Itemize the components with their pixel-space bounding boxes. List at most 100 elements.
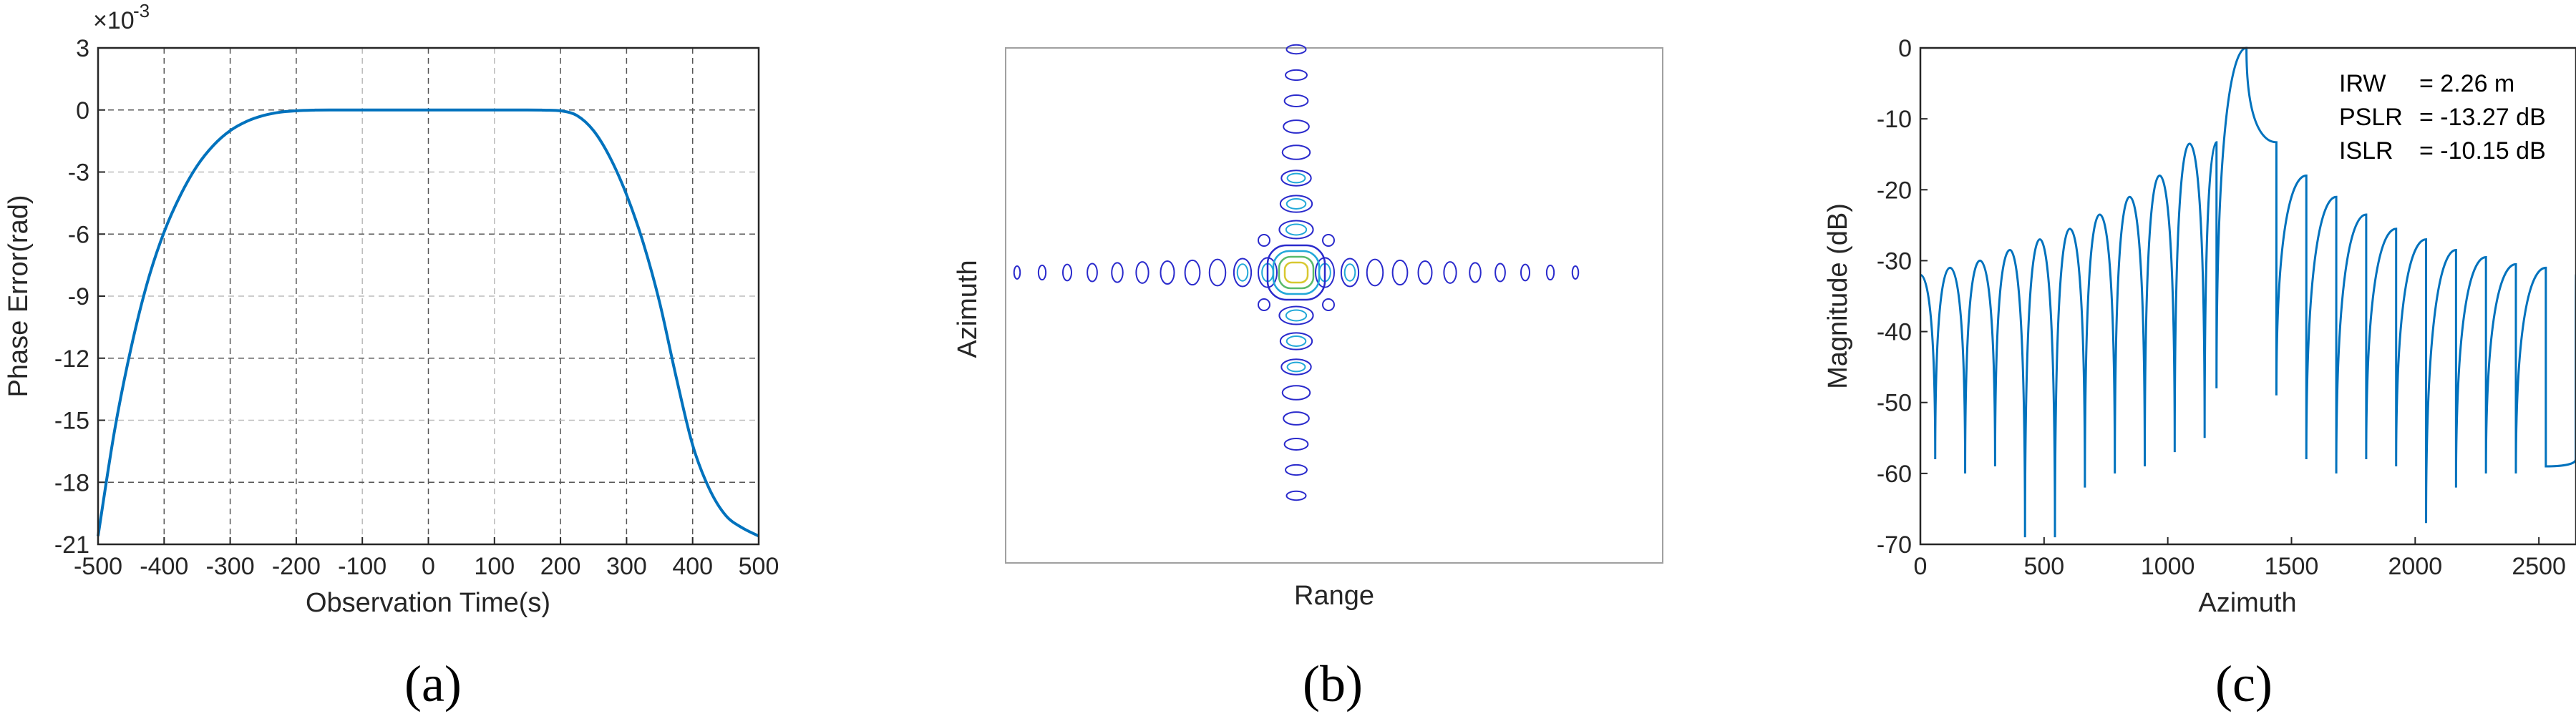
panel-b: Range Azimuth (b) [953, 44, 1663, 712]
panel-b-range-sidelobe [1366, 258, 1384, 287]
annot-pslr-label: PSLR [2339, 104, 2403, 131]
panel-b-range-sidelobe [1443, 261, 1457, 284]
panel-a-xtick-label: 400 [672, 553, 713, 580]
panel-c: 0 500 1000 1500 2000 2500 0 -10 -20 -30 -40 -50 -60 -… [1823, 35, 2576, 712]
panel-b-azimuth-sidelobe [1285, 490, 1307, 501]
panel-a-xtick-label: -400 [140, 553, 188, 580]
panel-b-azimuth-sidelobe [1283, 411, 1310, 426]
panel-b-contours [1013, 44, 1580, 501]
annot-pslr-value: = -13.27 dB [2419, 104, 2546, 131]
panel-b-range-sidelobe [1013, 265, 1021, 280]
panel-b-azimuth-sidelobe-inner [1286, 361, 1306, 373]
panel-b-azimuth-sidelobe-inner [1285, 223, 1308, 236]
panel-c-xlabel: Azimuth [2198, 588, 2296, 618]
panel-b-range-sidelobe [1062, 263, 1072, 282]
panel-b-azimuth-sidelobe [1279, 332, 1313, 350]
panel-b-range-sidelobe [1417, 260, 1433, 285]
panel-c-annotations: IRW = 2.26 m PSLR = -13.27 dB ISLR = -10… [2339, 70, 2546, 165]
panel-b-azimuth-sidelobe [1280, 358, 1312, 376]
panel-b-azimuth-sidelobe-inner [1285, 335, 1307, 347]
panel-a-xtick-label: 300 [606, 553, 647, 580]
panel-b-range-sidelobe [1087, 263, 1098, 283]
panel-a-ytick-label: -3 [68, 160, 89, 187]
panel-b-mainlobe-ring [1272, 250, 1321, 295]
panel-a-ticks: -500 -400 -300 -200 -100 0 100 200 300 400 500 3 0 -3… [54, 35, 779, 580]
panel-b-azimuth-sidelobe-inner [1286, 172, 1306, 184]
panel-b-range-sidelobe [1208, 258, 1227, 287]
panel-b-range-sidelobe-inner [1236, 263, 1249, 282]
panel-a-series-line [97, 108, 759, 538]
panel-b-range-sidelobe [1258, 257, 1278, 288]
panel-a-xtick-label: -300 [206, 553, 255, 580]
panel-a-ytick-label: -15 [54, 408, 89, 435]
panel-b-range-sidelobe [1111, 262, 1124, 283]
panel-c-xtick-label: 0 [1914, 553, 1928, 580]
panel-c-axes-box [1919, 46, 2576, 546]
panel-c-xtick-label: 2500 [2512, 553, 2566, 580]
panel-b-cross-lobe [1322, 298, 1335, 311]
panel-b-cross-lobe [1258, 298, 1270, 311]
panel-a-exponent-power: -3 [133, 0, 150, 21]
panel-a-xtick-label: 500 [739, 553, 779, 580]
panel-b-range-sidelobe [1571, 265, 1580, 280]
panel-a-ytick-label: -12 [54, 345, 89, 373]
panel-b-range-sidelobe [1520, 263, 1530, 282]
panel-b-azimuth-sidelobe [1281, 144, 1311, 160]
panel-b-azimuth-sidelobe-inner [1285, 198, 1307, 210]
panel-b-range-sidelobe [1340, 258, 1360, 288]
panel-b-azimuth-sidelobe [1281, 385, 1311, 401]
annot-irw-value: = 2.26 m [2419, 70, 2514, 97]
panel-b-azimuth-sidelobe [1285, 69, 1308, 82]
panel-b-azimuth-sidelobe [1285, 44, 1307, 55]
panel-a-xlabel: Observation Time(s) [306, 588, 550, 618]
panel-b-range-sidelobe [1494, 263, 1506, 283]
panel-a-xtick-label: 100 [474, 553, 515, 580]
panel-c-xtick-label: 500 [2023, 553, 2064, 580]
panel-a-axes-box [97, 46, 760, 546]
panel-b-azimuth-sidelobe [1278, 220, 1314, 240]
panel-b-mainlobe-ring2 [1278, 255, 1315, 290]
panel-c-ytick-label: -10 [1877, 106, 1912, 133]
panel-a-grid [98, 48, 759, 544]
panel-c-ytick-label: -40 [1877, 319, 1912, 346]
panel-b-range-sidelobe [1184, 259, 1201, 286]
panel-b-range-sidelobe [1135, 261, 1150, 284]
panel-b-azimuth-sidelobe [1285, 464, 1308, 476]
annot-irw-label: IRW [2339, 70, 2386, 97]
panel-b-azimuth-sidelobe [1283, 438, 1309, 451]
panel-c-label: (c) [2215, 655, 2273, 712]
panel-a-ytick-label: 3 [76, 35, 89, 62]
panel-b-azimuth-sidelobe-inner [1285, 309, 1308, 322]
panel-b-range-sidelobe [1160, 260, 1175, 285]
annot-islr-label: ISLR [2339, 137, 2393, 165]
panel-b-azimuth-sidelobe [1283, 119, 1310, 134]
panel-b-azimuth-sidelobe [1283, 94, 1309, 107]
panel-a-xtick-label: 200 [540, 553, 581, 580]
panel-b-azimuth-sidelobe [1280, 170, 1312, 187]
panel-c-ytick-label: 0 [1898, 35, 1912, 62]
panel-a-xtick-label: 0 [422, 553, 435, 580]
panel-a-xtick-label: -100 [338, 553, 387, 580]
panel-c-series-line [1920, 46, 2576, 538]
panel-b-range-sidelobe [1545, 264, 1555, 281]
panel-c-ytick-label: -20 [1877, 177, 1912, 204]
panel-b-azimuth-sidelobe [1278, 305, 1314, 325]
panel-b-xlabel: Range [1294, 581, 1374, 611]
panel-a-label: (a) [404, 655, 462, 712]
annot-islr-value: = -10.15 dB [2419, 137, 2546, 165]
panel-b-cross-lobe [1322, 234, 1335, 247]
panel-a-exponent-base: ×10 [93, 7, 135, 34]
panel-b-ylabel: Azimuth [953, 260, 983, 358]
panel-b-range-sidelobe [1233, 258, 1253, 288]
panel-c-xtick-label: 1500 [2265, 553, 2319, 580]
panel-b-range-sidelobe [1037, 264, 1047, 281]
panel-c-ytick-label: -30 [1877, 247, 1912, 275]
panel-b-range-sidelobe [1469, 262, 1482, 283]
panel-a-ylabel: Phase Error(rad) [4, 195, 34, 398]
panel-c-ticks: 0 500 1000 1500 2000 2500 0 -10 -20 -30 -40 -50 -60 -… [1877, 35, 2566, 580]
panel-b-azimuth-sidelobe [1279, 195, 1313, 213]
panel-a-ytick-label: -6 [68, 221, 89, 248]
panel-a-ytick-label: -21 [54, 531, 89, 559]
panel-c-ytick-label: -60 [1877, 461, 1912, 488]
